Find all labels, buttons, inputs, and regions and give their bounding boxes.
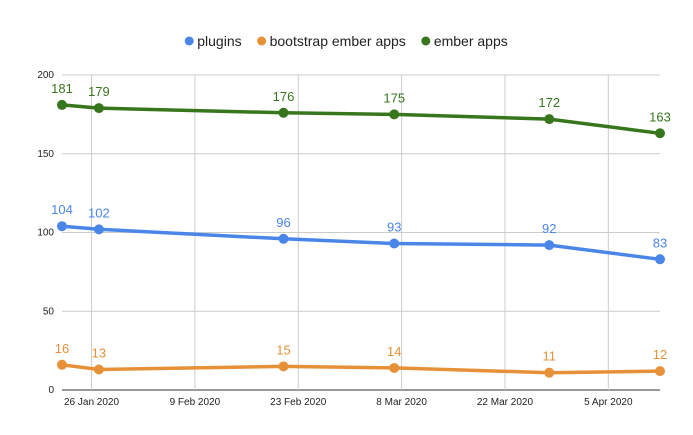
legend-label: ember apps xyxy=(434,33,508,49)
data-label-plugins: 102 xyxy=(88,205,110,220)
legend-item-plugins: plugins xyxy=(184,33,242,49)
data-point-bootstrap-ember-apps xyxy=(57,359,67,370)
data-label-ember-apps: 176 xyxy=(273,89,295,104)
data-point-plugins xyxy=(655,254,665,265)
x-tick-label: 8 Mar 2020 xyxy=(376,397,427,408)
data-label-bootstrap-ember-apps: 12 xyxy=(653,347,667,362)
data-point-ember-apps xyxy=(655,128,665,139)
legend-item-ember-apps: ember apps xyxy=(421,33,508,49)
data-point-ember-apps xyxy=(93,103,104,114)
legend-label: bootstrap ember apps xyxy=(270,33,406,49)
legend-marker xyxy=(257,36,267,46)
data-point-bootstrap-ember-apps xyxy=(93,364,104,375)
data-point-bootstrap-ember-apps xyxy=(389,362,400,373)
data-point-ember-apps xyxy=(278,107,289,118)
legend-item-bootstrap-ember-apps: bootstrap ember apps xyxy=(257,33,406,49)
y-tick-label: 0 xyxy=(48,385,54,396)
data-label-bootstrap-ember-apps: 16 xyxy=(55,341,69,356)
data-label-bootstrap-ember-apps: 15 xyxy=(276,342,290,357)
y-tick-label: 200 xyxy=(37,70,54,81)
series-line-plugins xyxy=(60,224,662,262)
x-tick-label: 5 Apr 2020 xyxy=(584,397,633,408)
y-tick-label: 150 xyxy=(37,149,54,160)
x-tick-label: 23 Feb 2020 xyxy=(270,397,327,408)
data-point-plugins xyxy=(93,224,104,235)
data-label-ember-apps: 163 xyxy=(649,109,671,124)
data-point-plugins xyxy=(57,221,67,232)
y-tick-label: 100 xyxy=(37,228,54,239)
series-bootstrap-ember-apps: 16 13 15 14 11 12 xyxy=(55,341,667,378)
y-tick-label: 50 xyxy=(43,306,55,317)
x-tick-label: 22 Mar 2020 xyxy=(477,397,534,408)
data-point-plugins xyxy=(389,238,400,249)
data-label-bootstrap-ember-apps: 11 xyxy=(543,349,557,364)
data-label-plugins: 104 xyxy=(51,202,73,217)
series-ember-apps: 181 179 176 175 172 163 xyxy=(51,81,671,139)
x-tick-label: 9 Feb 2020 xyxy=(170,397,221,408)
data-label-plugins: 93 xyxy=(387,220,401,235)
data-point-plugins xyxy=(278,233,289,244)
series-line-bootstrap-ember-apps xyxy=(60,363,662,375)
x-tick-label: 26 Jan 2020 xyxy=(64,397,119,408)
data-point-bootstrap-ember-apps xyxy=(278,361,289,372)
series-layer: 104 102 96 93 92 83 16 13 15 14 11 12 181 179 176 175 17… xyxy=(51,81,671,378)
series-plugins: 104 102 96 93 92 83 xyxy=(51,202,667,265)
data-label-ember-apps: 179 xyxy=(88,84,110,99)
data-label-bootstrap-ember-apps: 14 xyxy=(387,344,401,359)
legend: plugins bootstrap ember apps ember apps xyxy=(184,33,508,49)
data-label-plugins: 96 xyxy=(276,215,290,230)
legend-label: plugins xyxy=(197,33,241,49)
data-label-ember-apps: 175 xyxy=(383,90,405,105)
data-point-ember-apps xyxy=(544,114,555,125)
data-label-ember-apps: 172 xyxy=(538,95,560,110)
data-point-ember-apps xyxy=(389,109,400,120)
data-point-plugins xyxy=(544,240,555,251)
data-label-plugins: 92 xyxy=(542,221,556,236)
series-line-ember-apps xyxy=(60,103,662,136)
data-label-ember-apps: 181 xyxy=(51,81,73,96)
axes: 0 50 100 150 200 26 Jan 2020 9 Feb 2020 23 Feb … xyxy=(37,70,633,408)
legend-marker xyxy=(421,36,431,46)
legend-marker xyxy=(184,36,194,46)
data-label-plugins: 83 xyxy=(653,235,667,250)
data-point-ember-apps xyxy=(57,99,67,110)
data-point-bootstrap-ember-apps xyxy=(544,367,555,378)
data-point-bootstrap-ember-apps xyxy=(655,366,665,377)
data-label-bootstrap-ember-apps: 13 xyxy=(92,346,106,361)
